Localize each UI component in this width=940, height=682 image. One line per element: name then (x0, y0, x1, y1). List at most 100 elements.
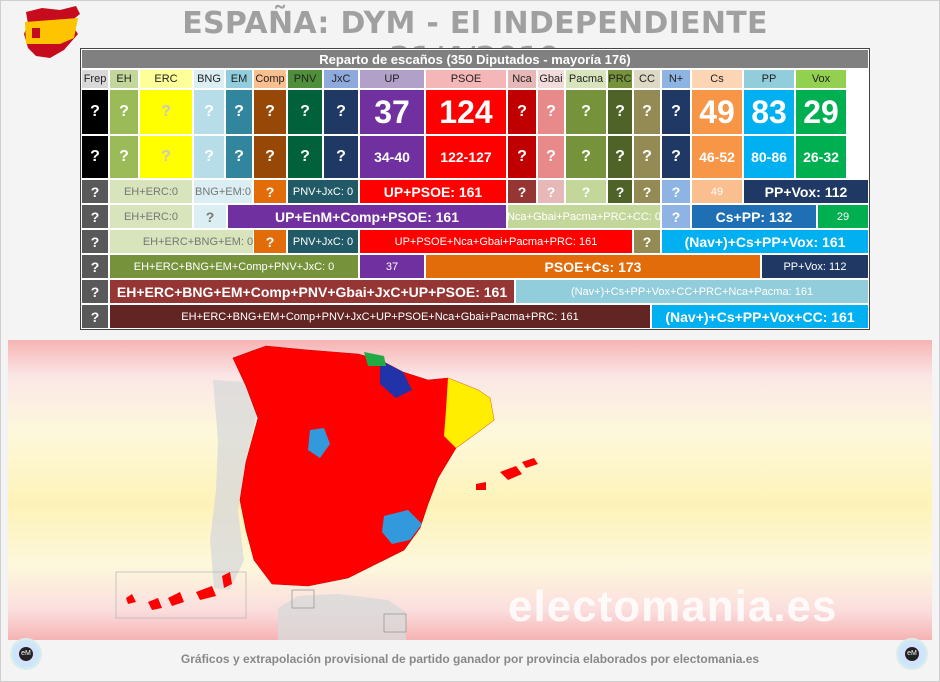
footer-credit: Gráficos y extrapolación provisional de … (180, 652, 760, 666)
party-seats-nmas: ? (661, 89, 691, 135)
party-seats-frep: ? (81, 89, 109, 135)
coalition-comp: ? (253, 229, 287, 254)
coalition-cc: ? (633, 179, 661, 204)
coalition-pacma: ? (565, 179, 607, 204)
party-header-gbai: Gbai (537, 69, 565, 89)
party-header-jxc: JxC (323, 69, 359, 89)
spain-province-map (115, 345, 538, 640)
party-range-em: ? (225, 135, 253, 179)
party-range-erc: ? (139, 135, 193, 179)
coalition-psoe-cs: PSOE+Cs: 173 (425, 254, 761, 279)
party-seats-prc: ? (607, 89, 633, 135)
party-header-frep: Frep (81, 69, 109, 89)
coalition-left-group: EH+ERC+BNG+EM+Comp+PNV+JxC: 0 (109, 254, 359, 279)
party-header-comp: Comp (253, 69, 287, 89)
coalition-right-block: (Nav+)+Cs+PP+Vox: 161 (661, 229, 869, 254)
coalition-unknown: ? (81, 279, 109, 304)
party-seats-bng: ? (193, 89, 225, 135)
party-header-pp: PP (743, 69, 795, 89)
party-header-eh: EH (109, 69, 139, 89)
map-yellow-provinces (444, 378, 494, 448)
coalition-left-all: EH+ERC+BNG+EM+Comp+PNV+JxC+UP+PSOE+Nca+G… (109, 304, 651, 329)
party-range-pp: 80-86 (743, 135, 795, 179)
coalition-unknown: ? (81, 304, 109, 329)
party-range-pnv: ? (287, 135, 323, 179)
seat-table: Reparto de escaños (350 Diputados - mayo… (80, 48, 870, 330)
coalition-up: 37 (359, 254, 425, 279)
map-pp-madrid (308, 428, 330, 458)
party-seats-pp: 83 (743, 89, 795, 135)
party-range-pacma: ? (565, 135, 607, 179)
map-pp-murcia (382, 510, 422, 544)
map-green-provinces (364, 352, 386, 366)
map-blue-provinces (380, 360, 412, 398)
party-range-cc: ? (633, 135, 661, 179)
party-header-nca: Nca (507, 69, 537, 89)
party-seats-eh: ? (109, 89, 139, 135)
party-header-prc: PRC (607, 69, 633, 89)
party-seats-pnv: ? (287, 89, 323, 135)
coalition-unknown: ? (81, 229, 109, 254)
watermark: electomania.es (508, 582, 838, 631)
coalition-unknown: ? (81, 179, 109, 204)
party-header-psoe: PSOE (425, 69, 507, 89)
electomania-logo-icon: eM (10, 638, 42, 670)
party-seats-jxc: ? (323, 89, 359, 135)
party-seats-psoe: 124 (425, 89, 507, 135)
party-seats-vox: 29 (795, 89, 847, 135)
coalition-pnv-jxc: PNV+JxC: 0 (287, 179, 359, 204)
coalition-unknown: ? (81, 254, 109, 279)
coalition-right-cc: (Nav+)+Cs+PP+Vox+CC: 161 (651, 304, 869, 329)
party-seats-gbai: ? (537, 89, 565, 135)
party-header-cc: CC (633, 69, 661, 89)
coalition-eh-erc: EH+ERC:0 (109, 179, 193, 204)
party-range-jxc: ? (323, 135, 359, 179)
coalition-nca-group: Nca+Gbai+Pacma+PRC+CC: 0 (507, 204, 661, 229)
coalition-right-big: (Nav+)+Cs+PP+Vox+CC+PRC+Nca+Pacma: 161 (515, 279, 869, 304)
party-range-prc: ? (607, 135, 633, 179)
party-range-nca: ? (507, 135, 537, 179)
party-seats-cc: ? (633, 89, 661, 135)
coalition-nmas: ? (661, 179, 691, 204)
coalition-nca: ? (507, 179, 537, 204)
coalition-eh-erc: EH+ERC:0 (109, 204, 193, 229)
party-seats-pacma: ? (565, 89, 607, 135)
party-range-up: 34-40 (359, 135, 425, 179)
electomania-logo-icon: eM (896, 638, 928, 670)
party-header-erc: ERC (139, 69, 193, 89)
party-range-bng: ? (193, 135, 225, 179)
party-header-bng: BNG (193, 69, 225, 89)
coalition-prc: ? (607, 179, 633, 204)
party-header-up: UP (359, 69, 425, 89)
coalition-up-psoe-group: UP+PSOE+Nca+Gbai+Pacma+PRC: 161 (359, 229, 633, 254)
coalition-pp-vox: PP+Vox: 112 (761, 254, 869, 279)
coalition-pp-vox: PP+Vox: 112 (743, 179, 869, 204)
coalition-left-big: EH+ERC+BNG+EM+Comp+PNV+Gbai+JxC+UP+PSOE:… (109, 279, 515, 304)
spain-flag-map-icon (24, 6, 80, 58)
coalition-cs-pp: Cs+PP: 132 (691, 204, 817, 229)
party-seats-nca: ? (507, 89, 537, 135)
coalition-cs: 49 (691, 179, 743, 204)
coalition-unknown: ? (81, 204, 109, 229)
party-seats-em: ? (225, 89, 253, 135)
party-range-comp: ? (253, 135, 287, 179)
party-range-nmas: ? (661, 135, 691, 179)
coalition-vox: 29 (817, 204, 869, 229)
party-range-eh: ? (109, 135, 139, 179)
party-header-nmas: N+ (661, 69, 691, 89)
party-header-cs: Cs (691, 69, 743, 89)
coalition-gbai: ? (537, 179, 565, 204)
party-header-pacma: Pacma (565, 69, 607, 89)
coalition-up-enm-comp-psoe: UP+EnM+Comp+PSOE: 161 (227, 204, 507, 229)
coalition-cc: ? (633, 229, 661, 254)
coalition-up-psoe: UP+PSOE: 161 (359, 179, 507, 204)
party-header-pnv: PNV (287, 69, 323, 89)
party-seats-up: 37 (359, 89, 425, 135)
party-seats-comp: ? (253, 89, 287, 135)
party-range-vox: 26-32 (795, 135, 847, 179)
map-area (8, 340, 932, 640)
coalition-bng-em: BNG+EM:0 (193, 179, 253, 204)
party-seats-erc: ? (139, 89, 193, 135)
coalition-pnv-jxc: PNV+JxC: 0 (287, 229, 359, 254)
party-range-gbai: ? (537, 135, 565, 179)
